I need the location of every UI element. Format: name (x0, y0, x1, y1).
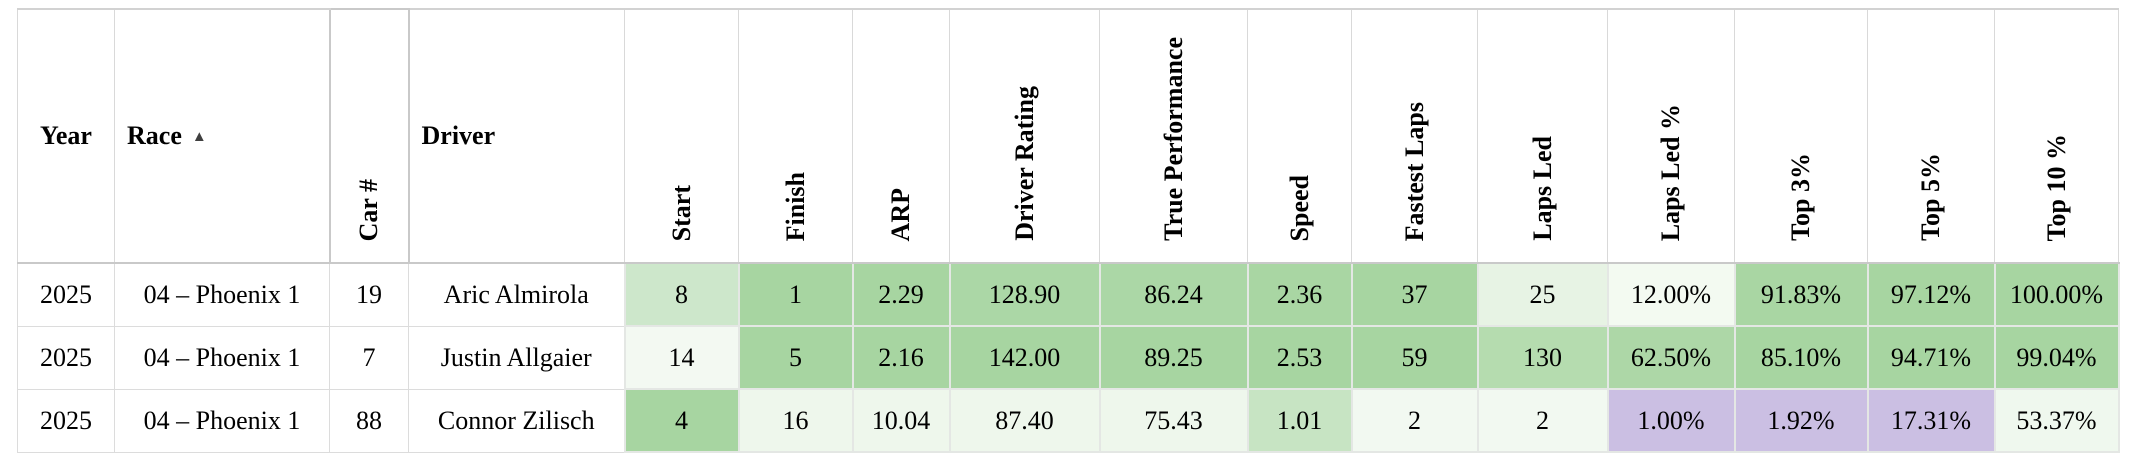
fastest-laps-cell: 37 (1350, 262, 1479, 327)
column-header-label: Car # (354, 178, 384, 241)
column-header-label: ARP (886, 187, 916, 241)
driver-rating-cell: 87.40 (948, 388, 1101, 453)
speed-cell: 1.01 (1246, 388, 1353, 453)
top-5-pct-cell: 94.71% (1866, 325, 1996, 390)
column-header-label: True Performance (1158, 37, 1188, 241)
column-header-car-number[interactable]: Car # (328, 8, 410, 264)
finish-cell: 16 (737, 388, 854, 453)
column-header-label: Start (666, 184, 696, 241)
top-3-pct-cell: 85.10% (1733, 325, 1869, 390)
speed-cell: 2.36 (1246, 262, 1353, 327)
start-cell: 8 (623, 262, 740, 327)
laps-led-pct-cell: 1.00% (1606, 388, 1736, 453)
column-header-start[interactable]: Start (624, 8, 739, 264)
column-header-label: Driver Rating (1009, 86, 1039, 241)
fastest-laps-cell: 2 (1350, 388, 1479, 453)
driver-rating-cell: 128.90 (948, 262, 1101, 327)
results-table-container: Year Race ▲ Car # Driver Start Finish ARP Driver… (17, 8, 2120, 453)
sort-ascending-icon: ▲ (191, 129, 207, 145)
column-header-label: Laps Led (1527, 136, 1557, 241)
arp-cell: 2.16 (851, 325, 951, 390)
top-5-pct-cell: 17.31% (1866, 388, 1996, 453)
driver-cell: Aric Almirola (408, 262, 625, 327)
column-header-label: Speed (1284, 174, 1314, 241)
column-header-arp[interactable]: ARP (852, 8, 950, 264)
column-header-label: Laps Led % (1656, 103, 1686, 241)
column-header-label: Top 10 % (2041, 133, 2071, 241)
table-row: 2025 04 – Phoenix 1 88 Connor Zilisch 4 16 10.… (17, 388, 2120, 453)
year-cell: 2025 (17, 262, 115, 327)
table-header: Year Race ▲ Car # Driver Start Finish ARP Driver… (17, 8, 2119, 264)
column-header-driver[interactable]: Driver (408, 8, 625, 264)
driver-cell: Connor Zilisch (408, 388, 625, 453)
column-header-label: Top 3% (1786, 153, 1816, 241)
column-header-label: Finish (780, 171, 810, 241)
column-header-laps-led-pct[interactable]: Laps Led % (1607, 8, 1735, 264)
column-header-fastest-laps[interactable]: Fastest Laps (1351, 8, 1478, 264)
column-header-driver-rating[interactable]: Driver Rating (949, 8, 1100, 264)
race-results-table: Year Race ▲ Car # Driver Start Finish ARP Driver… (17, 8, 2120, 453)
finish-cell: 1 (737, 262, 854, 327)
arp-cell: 10.04 (851, 388, 951, 453)
table-body: 2025 04 – Phoenix 1 19 Aric Almirola 8 1 2.29 1… (17, 262, 2120, 453)
table-row: 2025 04 – Phoenix 1 7 Justin Allgaier 14 5 2.1… (17, 325, 2120, 390)
column-header-label: Driver (421, 121, 496, 150)
fastest-laps-cell: 59 (1350, 325, 1479, 390)
race-cell: 04 – Phoenix 1 (114, 388, 330, 453)
driver-cell: Justin Allgaier (408, 325, 625, 390)
true-performance-cell: 86.24 (1098, 262, 1249, 327)
year-cell: 2025 (17, 388, 115, 453)
year-cell: 2025 (17, 325, 115, 390)
race-cell: 04 – Phoenix 1 (114, 325, 330, 390)
car-number-cell: 7 (329, 325, 409, 390)
top-3-pct-cell: 1.92% (1733, 388, 1869, 453)
top-10-pct-cell: 99.04% (1993, 325, 2120, 390)
laps-led-cell: 2 (1476, 388, 1609, 453)
top-10-pct-cell: 53.37% (1993, 388, 2120, 453)
laps-led-pct-cell: 62.50% (1606, 325, 1736, 390)
column-header-top-3-pct[interactable]: Top 3% (1734, 8, 1868, 264)
laps-led-pct-cell: 12.00% (1606, 262, 1736, 327)
column-header-label: Year (40, 121, 92, 150)
laps-led-cell: 25 (1476, 262, 1609, 327)
column-header-label: Fastest Laps (1399, 101, 1429, 241)
laps-led-cell: 130 (1476, 325, 1609, 390)
column-header-speed[interactable]: Speed (1247, 8, 1352, 264)
true-performance-cell: 75.43 (1098, 388, 1249, 453)
start-cell: 14 (623, 325, 740, 390)
car-number-cell: 88 (329, 388, 409, 453)
column-header-label: Top 5% (1916, 153, 1946, 241)
top-5-pct-cell: 97.12% (1866, 262, 1996, 327)
header-row: Year Race ▲ Car # Driver Start Finish ARP Driver… (17, 8, 2119, 264)
column-header-finish[interactable]: Finish (738, 8, 853, 264)
top-3-pct-cell: 91.83% (1733, 262, 1869, 327)
column-header-true-performance[interactable]: True Performance (1099, 8, 1248, 264)
car-number-cell: 19 (329, 262, 409, 327)
true-performance-cell: 89.25 (1098, 325, 1249, 390)
driver-rating-cell: 142.00 (948, 325, 1101, 390)
top-10-pct-cell: 100.00% (1993, 262, 2120, 327)
arp-cell: 2.29 (851, 262, 951, 327)
start-cell: 4 (623, 388, 740, 453)
finish-cell: 5 (737, 325, 854, 390)
column-header-race[interactable]: Race ▲ (114, 8, 330, 264)
race-cell: 04 – Phoenix 1 (114, 262, 330, 327)
column-header-label: Race (127, 121, 182, 150)
column-header-top-10-pct[interactable]: Top 10 % (1994, 8, 2119, 264)
speed-cell: 2.53 (1246, 325, 1353, 390)
column-header-top-5-pct[interactable]: Top 5% (1867, 8, 1995, 264)
column-header-laps-led[interactable]: Laps Led (1477, 8, 1608, 264)
table-row: 2025 04 – Phoenix 1 19 Aric Almirola 8 1 2.29 1… (17, 262, 2120, 327)
column-header-year[interactable]: Year (17, 8, 115, 264)
